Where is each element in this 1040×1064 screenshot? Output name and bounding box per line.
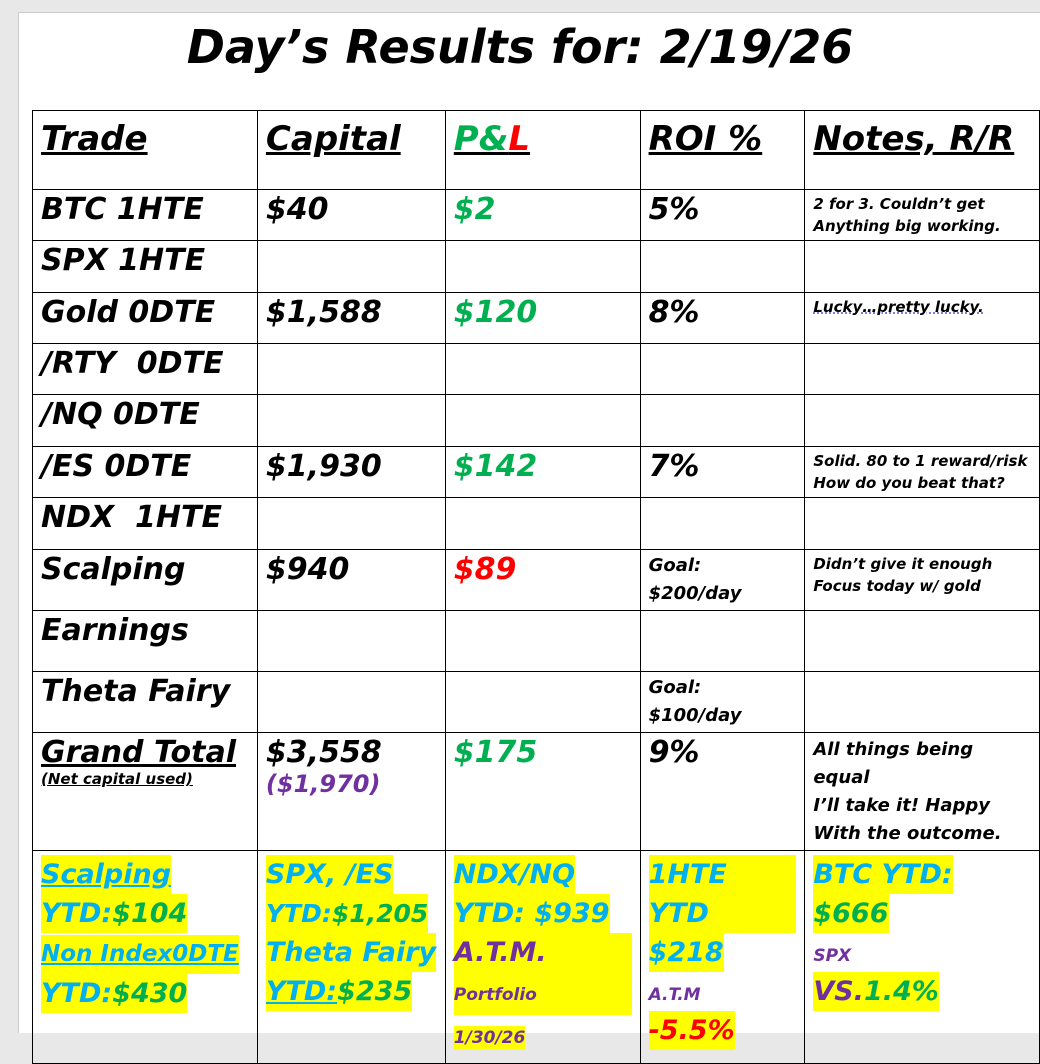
total-roi: 9%	[639, 732, 806, 851]
table-row: /NQ 0DTE	[32, 394, 1040, 447]
trade-name: Scalping	[32, 549, 258, 611]
trade-name: Theta Fairy	[32, 671, 258, 733]
ytd-row: Scalping YTD: $104 Non Index0DTE YTD: $4…	[32, 850, 1040, 1064]
ytd-scalping: Scalping YTD: $104 Non Index0DTE YTD: $4…	[32, 850, 258, 1064]
table-row: /ES 0DTE $1,930 $142 7% Solid. 80 to 1 rewar…	[32, 446, 1040, 498]
capital-value: $940	[256, 549, 446, 611]
total-capital: $3,558	[265, 735, 382, 770]
ytd-spx-es: SPX, /ES YTD: $1,205 Theta Fairy YTD:$23…	[256, 850, 446, 1064]
capital-value: $1,930	[256, 446, 446, 498]
notes-cell	[804, 671, 1040, 733]
pnl-value: $142	[444, 446, 641, 498]
header-capital: Capital	[256, 110, 446, 190]
grand-total-row: Grand Total (Net capital used) $3,558 ($1,…	[32, 732, 1040, 851]
roi-value: 7%	[639, 446, 806, 498]
trade-name: SPX 1HTE	[32, 240, 258, 293]
notes-cell: Didn’t give it enough Focus today w/ gold	[804, 549, 1040, 611]
pnl-value	[444, 343, 641, 395]
capital-value	[256, 497, 446, 550]
notes-cell	[804, 394, 1040, 447]
pnl-value: $89	[444, 549, 641, 611]
table-row: /RTY 0DTE	[32, 343, 1040, 395]
notes-cell	[804, 497, 1040, 550]
header-row: Trade Capital P&L ROI % Notes, R/R	[32, 110, 1040, 190]
pnl-value: $2	[444, 189, 641, 241]
trade-name: /RTY 0DTE	[32, 343, 258, 395]
capital-value	[256, 240, 446, 293]
roi-value	[639, 394, 806, 447]
pnl-value	[444, 394, 641, 447]
capital-value: $1,588	[256, 292, 446, 344]
pnl-value	[444, 610, 641, 672]
pnl-value	[444, 240, 641, 293]
results-table: Trade Capital P&L ROI % Notes, R/R BTC 1…	[32, 110, 1040, 1064]
header-trade: Trade	[32, 110, 258, 190]
roi-value	[639, 497, 806, 550]
notes-cell	[804, 240, 1040, 293]
pnl-value	[444, 671, 641, 733]
header-notes: Notes, R/R	[804, 110, 1040, 190]
ytd-btc: BTC YTD: $666 SPX VS. 1.4%	[804, 850, 1040, 1064]
capital-value	[256, 671, 446, 733]
capital-value: $40	[256, 189, 446, 241]
total-notes: All things being equal I’ll take it! Happ…	[804, 732, 1040, 851]
notes-cell: 2 for 3. Couldn’t get Anything big workin…	[804, 189, 1040, 241]
ytd-ndx-nq: NDX/NQ YTD: $939 A.T.M. Portfolio 1/30/2…	[444, 850, 641, 1064]
roi-goal: Goal: $200/day	[639, 549, 806, 611]
trade-name: Gold 0DTE	[32, 292, 258, 344]
notes-cell: Lucky…pretty lucky.	[804, 292, 1040, 344]
capital-value	[256, 394, 446, 447]
table-row: Theta Fairy Goal: $100/day	[32, 671, 1040, 733]
roi-value	[639, 240, 806, 293]
trade-name: BTC 1HTE	[32, 189, 258, 241]
total-label: Grand Total	[41, 735, 237, 770]
roi-value: 8%	[639, 292, 806, 344]
roi-value	[639, 610, 806, 672]
net-capital: ($1,970)	[265, 770, 381, 798]
capital-value	[256, 343, 446, 395]
table-row: SPX 1HTE	[32, 240, 1040, 293]
ytd-1hte: 1HTE YTD $218 A.T.M -5.5%	[639, 850, 806, 1064]
notes-cell: Solid. 80 to 1 reward/risk How do you bea…	[804, 446, 1040, 498]
pnl-value	[444, 497, 641, 550]
table-row: Scalping $940 $89 Goal: $200/day Didn’t give …	[32, 549, 1040, 611]
total-pnl: $175	[444, 732, 641, 851]
notes-cell	[804, 610, 1040, 672]
pnl-value: $120	[444, 292, 641, 344]
trade-name: Earnings	[32, 610, 258, 672]
roi-value	[639, 343, 806, 395]
roi-goal: Goal: $100/day	[639, 671, 806, 733]
total-sublabel: (Net capital used)	[41, 770, 193, 788]
trade-name: /ES 0DTE	[32, 446, 258, 498]
roi-value: 5%	[639, 189, 806, 241]
header-roi: ROI %	[639, 110, 806, 190]
capital-value	[256, 610, 446, 672]
notes-cell	[804, 343, 1040, 395]
table-row: NDX 1HTE	[32, 497, 1040, 550]
trade-name: /NQ 0DTE	[32, 394, 258, 447]
table-row: BTC 1HTE $40 $2 5% 2 for 3. Couldn’t get Anyt…	[32, 189, 1040, 241]
header-pnl: P&L	[444, 110, 641, 190]
table-row: Earnings	[32, 610, 1040, 672]
table-row: Gold 0DTE $1,588 $120 8% Lucky…pretty lucky.	[32, 292, 1040, 344]
trade-name: NDX 1HTE	[32, 497, 258, 550]
page-title: Day’s Results for: 2/19/26	[186, 20, 854, 74]
